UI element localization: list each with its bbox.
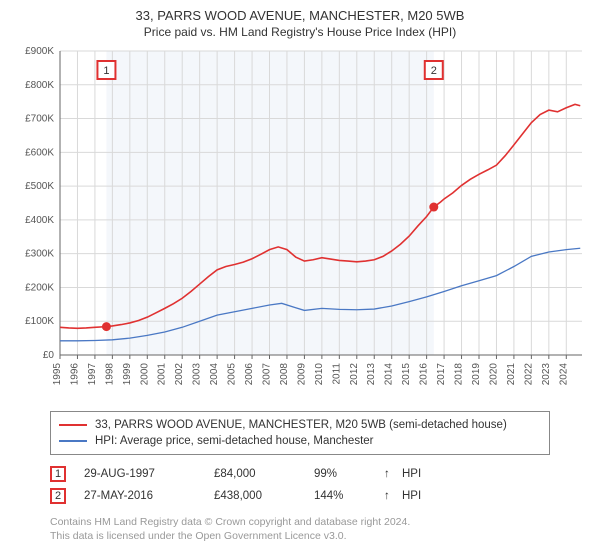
- legend-item: HPI: Average price, semi-detached house,…: [59, 433, 541, 449]
- svg-text:2016: 2016: [419, 363, 430, 386]
- svg-text:2010: 2010: [314, 363, 325, 386]
- svg-text:2024: 2024: [558, 363, 569, 386]
- chart-subtitle: Price paid vs. HM Land Registry's House …: [12, 25, 588, 39]
- svg-text:2017: 2017: [436, 363, 447, 386]
- legend-label: HPI: Average price, semi-detached house,…: [95, 435, 374, 447]
- svg-text:2020: 2020: [488, 363, 499, 386]
- sale-marker-icon: 1: [50, 466, 66, 482]
- svg-text:2018: 2018: [454, 363, 465, 386]
- legend-swatch: [59, 440, 87, 442]
- legend-swatch: [59, 424, 87, 426]
- svg-text:2005: 2005: [227, 363, 238, 386]
- sale-marker-icon: 2: [50, 488, 66, 504]
- svg-text:2007: 2007: [261, 363, 272, 386]
- sale-date: 29-AUG-1997: [84, 468, 214, 480]
- sale-tag: HPI: [402, 490, 442, 502]
- svg-text:2004: 2004: [209, 363, 220, 386]
- svg-text:2019: 2019: [471, 363, 482, 386]
- svg-text:2011: 2011: [331, 363, 342, 385]
- arrow-up-icon: ↑: [384, 490, 402, 502]
- footer-line: This data is licensed under the Open Gov…: [50, 529, 588, 543]
- svg-text:1999: 1999: [122, 363, 133, 386]
- sale-date: 27-MAY-2016: [84, 490, 214, 502]
- sales-row: 1 29-AUG-1997 £84,000 99% ↑ HPI: [50, 463, 550, 485]
- svg-text:2000: 2000: [139, 363, 150, 386]
- svg-text:£0: £0: [43, 350, 55, 361]
- svg-text:2001: 2001: [157, 363, 168, 386]
- svg-text:£400K: £400K: [25, 215, 54, 226]
- arrow-up-icon: ↑: [384, 468, 402, 480]
- svg-text:2023: 2023: [541, 363, 552, 386]
- legend: 33, PARRS WOOD AVENUE, MANCHESTER, M20 5…: [50, 411, 550, 455]
- svg-text:1998: 1998: [104, 363, 115, 386]
- sales-table: 1 29-AUG-1997 £84,000 99% ↑ HPI 2 27-MAY…: [50, 463, 550, 507]
- svg-text:£700K: £700K: [25, 114, 54, 125]
- sale-price: £84,000: [214, 468, 314, 480]
- sale-pct: 99%: [314, 468, 384, 480]
- chart-svg: £0 £100K £200K £300K £400K £500K £600K £700K £80…: [12, 45, 588, 405]
- svg-text:2015: 2015: [401, 363, 412, 386]
- svg-text:£300K: £300K: [25, 249, 54, 260]
- svg-text:£500K: £500K: [25, 181, 54, 192]
- svg-text:2006: 2006: [244, 363, 255, 386]
- sale-tag: HPI: [402, 468, 442, 480]
- chart-title: 33, PARRS WOOD AVENUE, MANCHESTER, M20 5…: [12, 8, 588, 23]
- svg-text:2013: 2013: [366, 363, 377, 386]
- svg-text:1995: 1995: [52, 363, 63, 386]
- svg-text:2002: 2002: [174, 363, 185, 386]
- svg-text:£200K: £200K: [25, 282, 54, 293]
- svg-text:£800K: £800K: [25, 80, 54, 91]
- legend-label: 33, PARRS WOOD AVENUE, MANCHESTER, M20 5…: [95, 419, 507, 431]
- svg-text:£100K: £100K: [25, 316, 54, 327]
- svg-text:2003: 2003: [192, 363, 203, 386]
- chart-container: 33, PARRS WOOD AVENUE, MANCHESTER, M20 5…: [0, 0, 600, 553]
- svg-text:2012: 2012: [349, 363, 360, 386]
- svg-text:2009: 2009: [296, 363, 307, 386]
- sales-row: 2 27-MAY-2016 £438,000 144% ↑ HPI: [50, 485, 550, 507]
- legend-item: 33, PARRS WOOD AVENUE, MANCHESTER, M20 5…: [59, 417, 541, 433]
- sale-pct: 144%: [314, 490, 384, 502]
- svg-text:2008: 2008: [279, 363, 290, 386]
- svg-text:£600K: £600K: [25, 147, 54, 158]
- svg-text:1997: 1997: [87, 363, 98, 386]
- svg-text:£900K: £900K: [25, 46, 54, 57]
- footer-attribution: Contains HM Land Registry data © Crown c…: [50, 515, 588, 543]
- svg-text:2: 2: [431, 65, 437, 77]
- chart-plot-area: £0 £100K £200K £300K £400K £500K £600K £700K £80…: [12, 45, 588, 405]
- svg-text:2014: 2014: [384, 363, 395, 386]
- svg-text:1: 1: [103, 65, 109, 77]
- svg-text:2022: 2022: [523, 363, 534, 386]
- footer-line: Contains HM Land Registry data © Crown c…: [50, 515, 588, 529]
- sale-price: £438,000: [214, 490, 314, 502]
- svg-text:2021: 2021: [506, 363, 517, 386]
- svg-text:1996: 1996: [69, 363, 80, 386]
